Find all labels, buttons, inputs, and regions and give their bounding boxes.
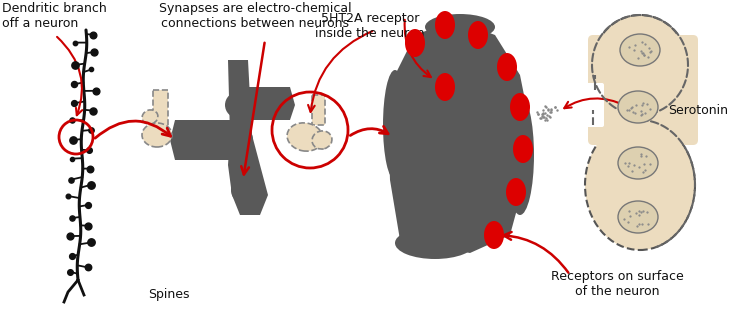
- Ellipse shape: [506, 178, 526, 206]
- Ellipse shape: [142, 123, 172, 147]
- Ellipse shape: [513, 135, 533, 163]
- Text: Serotonin: Serotonin: [668, 104, 728, 117]
- Polygon shape: [228, 60, 268, 215]
- Ellipse shape: [497, 53, 517, 81]
- Ellipse shape: [506, 95, 534, 215]
- Ellipse shape: [510, 93, 530, 121]
- Ellipse shape: [142, 110, 158, 124]
- Polygon shape: [244, 87, 295, 120]
- Ellipse shape: [425, 14, 495, 40]
- Ellipse shape: [383, 70, 407, 180]
- Ellipse shape: [405, 29, 425, 57]
- Ellipse shape: [225, 92, 251, 118]
- Ellipse shape: [287, 123, 323, 151]
- Ellipse shape: [468, 21, 488, 49]
- Ellipse shape: [585, 120, 695, 250]
- Ellipse shape: [435, 11, 455, 39]
- Ellipse shape: [618, 147, 658, 179]
- Polygon shape: [170, 120, 240, 160]
- Polygon shape: [388, 20, 530, 253]
- Ellipse shape: [593, 15, 688, 115]
- Ellipse shape: [435, 73, 455, 101]
- Ellipse shape: [618, 91, 658, 123]
- Ellipse shape: [620, 34, 660, 66]
- FancyBboxPatch shape: [570, 83, 604, 127]
- Ellipse shape: [618, 201, 658, 233]
- Text: Dendritic branch
off a neuron: Dendritic branch off a neuron: [2, 2, 107, 30]
- Ellipse shape: [312, 131, 332, 149]
- Ellipse shape: [231, 176, 259, 204]
- Text: Synapses are electro-chemical
connections between neurons: Synapses are electro-chemical connection…: [158, 2, 351, 30]
- Polygon shape: [312, 95, 325, 125]
- Ellipse shape: [395, 227, 475, 259]
- Polygon shape: [153, 90, 168, 127]
- Ellipse shape: [484, 221, 504, 249]
- Text: Spines: Spines: [148, 288, 189, 301]
- FancyBboxPatch shape: [588, 35, 698, 145]
- Ellipse shape: [223, 124, 253, 156]
- Text: Receptors on surface
of the neuron: Receptors on surface of the neuron: [550, 270, 683, 298]
- Text: 5HT2A receptor
inside the neuron: 5HT2A receptor inside the neuron: [315, 12, 425, 40]
